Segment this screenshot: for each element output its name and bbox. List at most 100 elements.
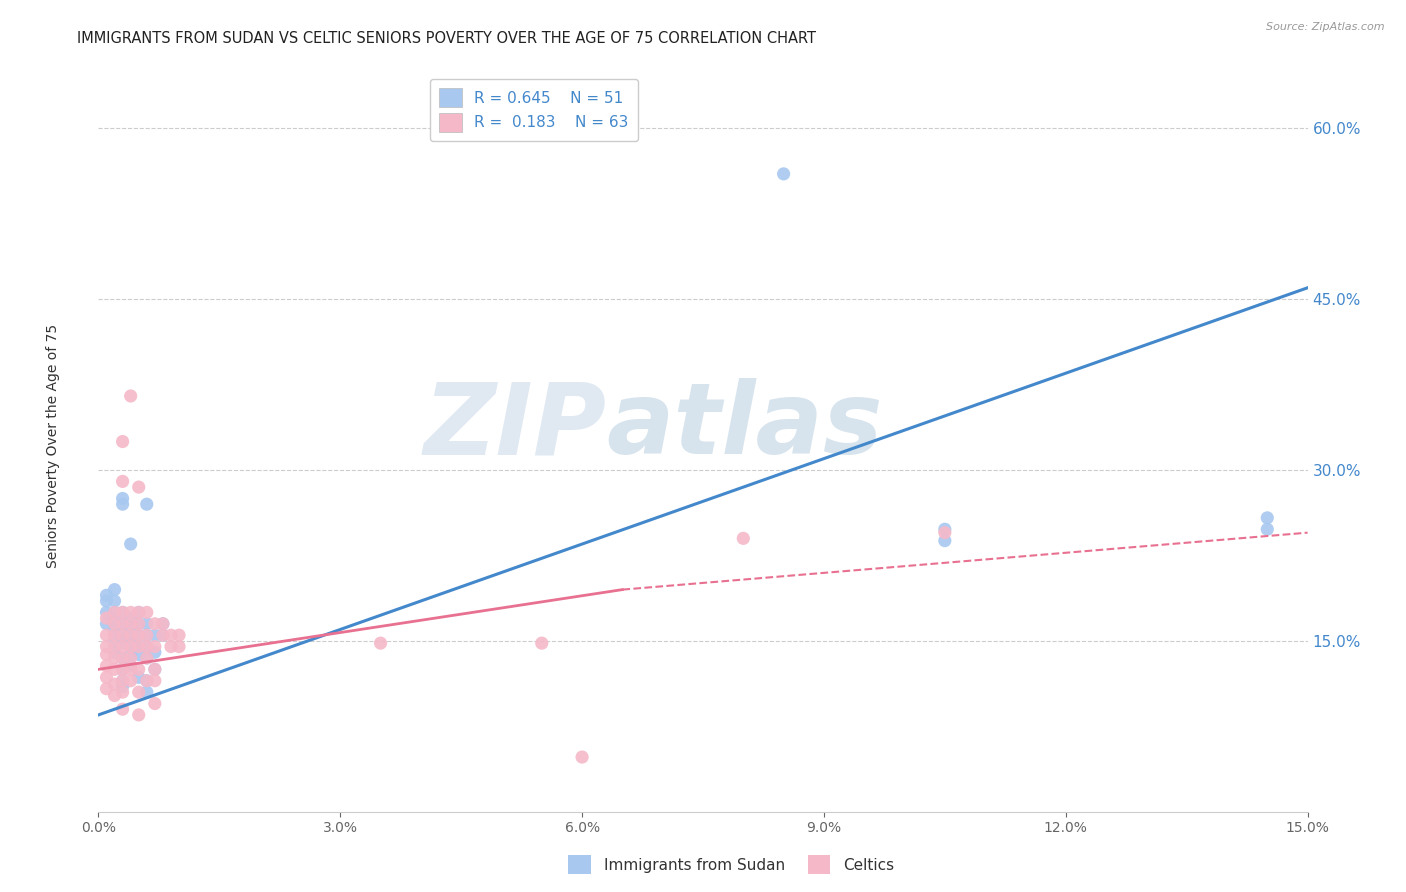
Point xyxy=(370,636,392,650)
Point xyxy=(120,389,142,403)
Point xyxy=(128,707,150,722)
Point xyxy=(135,673,157,688)
Point xyxy=(152,628,174,642)
Point xyxy=(103,582,125,597)
Point xyxy=(111,616,134,631)
Point xyxy=(143,628,166,642)
Point xyxy=(135,616,157,631)
Point xyxy=(120,640,142,654)
Point xyxy=(934,533,956,548)
Point xyxy=(103,677,125,691)
Point xyxy=(96,670,118,684)
Point xyxy=(1256,522,1278,536)
Point xyxy=(111,636,134,650)
Point xyxy=(103,633,125,648)
Point xyxy=(111,673,134,688)
Point xyxy=(111,628,134,642)
Point xyxy=(103,662,125,676)
Text: IMMIGRANTS FROM SUDAN VS CELTIC SENIORS POVERTY OVER THE AGE OF 75 CORRELATION C: IMMIGRANTS FROM SUDAN VS CELTIC SENIORS … xyxy=(77,31,817,46)
Text: atlas: atlas xyxy=(606,378,883,475)
Point xyxy=(143,645,166,659)
Point xyxy=(111,651,134,665)
Point xyxy=(103,651,125,665)
Point xyxy=(128,628,150,642)
Point xyxy=(103,616,125,631)
Point xyxy=(160,628,183,642)
Point xyxy=(167,640,190,654)
Point xyxy=(135,651,157,665)
Point xyxy=(160,640,183,654)
Point xyxy=(571,750,593,764)
Point xyxy=(96,611,118,625)
Point xyxy=(111,616,134,631)
Point xyxy=(111,685,134,699)
Point xyxy=(530,636,553,650)
Point xyxy=(103,613,125,627)
Point xyxy=(143,697,166,711)
Point xyxy=(135,673,157,688)
Point xyxy=(96,640,118,654)
Point xyxy=(120,651,142,665)
Point xyxy=(96,648,118,662)
Point xyxy=(111,606,134,620)
Point xyxy=(135,606,157,620)
Point xyxy=(120,620,142,634)
Point xyxy=(103,606,125,620)
Point xyxy=(120,659,142,673)
Point xyxy=(143,616,166,631)
Point xyxy=(143,662,166,676)
Point xyxy=(103,594,125,608)
Point xyxy=(120,628,142,642)
Point xyxy=(128,606,150,620)
Point xyxy=(111,434,134,449)
Point xyxy=(120,628,142,642)
Point xyxy=(143,673,166,688)
Point xyxy=(120,662,142,676)
Point xyxy=(128,480,150,494)
Point xyxy=(128,662,150,676)
Point xyxy=(120,648,142,662)
Point xyxy=(96,616,118,631)
Point xyxy=(103,640,125,654)
Legend: Immigrants from Sudan, Celtics: Immigrants from Sudan, Celtics xyxy=(562,849,900,880)
Legend: R = 0.645    N = 51, R =  0.183    N = 63: R = 0.645 N = 51, R = 0.183 N = 63 xyxy=(430,79,638,141)
Point xyxy=(111,475,134,489)
Point xyxy=(135,651,157,665)
Point xyxy=(733,532,755,546)
Point xyxy=(128,670,150,684)
Point xyxy=(128,640,150,654)
Point xyxy=(143,662,166,676)
Point xyxy=(111,651,134,665)
Point xyxy=(128,616,150,631)
Point xyxy=(135,628,157,642)
Point xyxy=(1256,511,1278,525)
Point xyxy=(96,659,118,673)
Point xyxy=(96,588,118,602)
Point xyxy=(96,594,118,608)
Point xyxy=(120,611,142,625)
Point xyxy=(934,525,956,540)
Point xyxy=(120,606,142,620)
Point xyxy=(111,702,134,716)
Point xyxy=(111,680,134,694)
Point xyxy=(111,628,134,642)
Point xyxy=(135,497,157,511)
Point xyxy=(103,628,125,642)
Point xyxy=(128,685,150,699)
Point xyxy=(96,628,118,642)
Point xyxy=(135,640,157,654)
Point xyxy=(120,537,142,551)
Point xyxy=(120,636,142,650)
Point xyxy=(128,640,150,654)
Text: ZIP: ZIP xyxy=(423,378,606,475)
Point xyxy=(167,628,190,642)
Point xyxy=(111,673,134,688)
Point xyxy=(128,616,150,631)
Point xyxy=(135,628,157,642)
Point xyxy=(934,522,956,536)
Point xyxy=(96,681,118,696)
Point xyxy=(143,640,166,654)
Point xyxy=(128,606,150,620)
Point xyxy=(120,616,142,631)
Text: Source: ZipAtlas.com: Source: ZipAtlas.com xyxy=(1267,22,1385,32)
